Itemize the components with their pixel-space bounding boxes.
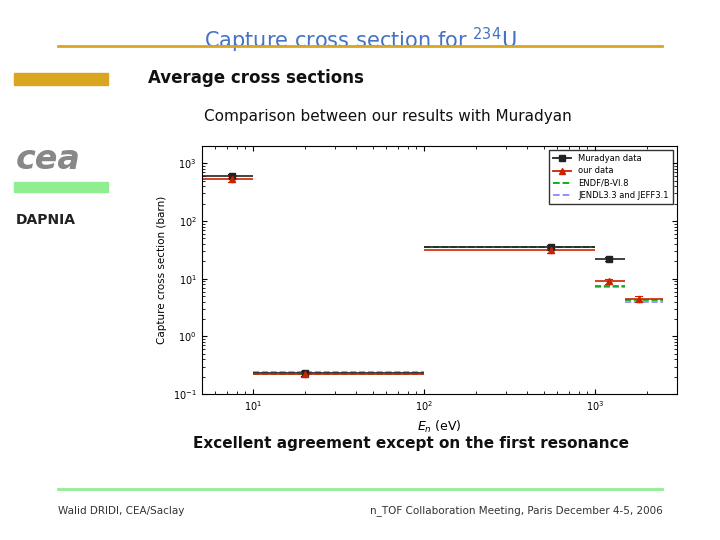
X-axis label: $E_n$ (eV): $E_n$ (eV): [417, 418, 462, 435]
Text: cea: cea: [16, 143, 81, 176]
Text: DAPNIA: DAPNIA: [16, 213, 76, 227]
Bar: [14, 73, 108, 85]
Text: Average cross sections: Average cross sections: [148, 69, 364, 87]
Legend: Muradyan data, our data, ENDF/B-VI.8, JENDL3.3 and JEFF3.1: Muradyan data, our data, ENDF/B-VI.8, JE…: [549, 150, 672, 204]
Text: Excellent agreement except on the first resonance: Excellent agreement except on the first …: [193, 436, 629, 450]
Bar: [14, 182, 108, 192]
Y-axis label: Capture cross section (barn): Capture cross section (barn): [158, 196, 167, 344]
Text: Comparison between our results with Muradyan: Comparison between our results with Mura…: [204, 109, 572, 124]
Text: Capture cross section for $^{234}$U: Capture cross section for $^{234}$U: [204, 26, 516, 55]
Text: n_TOF Collaboration Meeting, Paris December 4-5, 2006: n_TOF Collaboration Meeting, Paris Decem…: [369, 505, 662, 516]
Text: Walid DRIDI, CEA/Saclay: Walid DRIDI, CEA/Saclay: [58, 506, 184, 516]
